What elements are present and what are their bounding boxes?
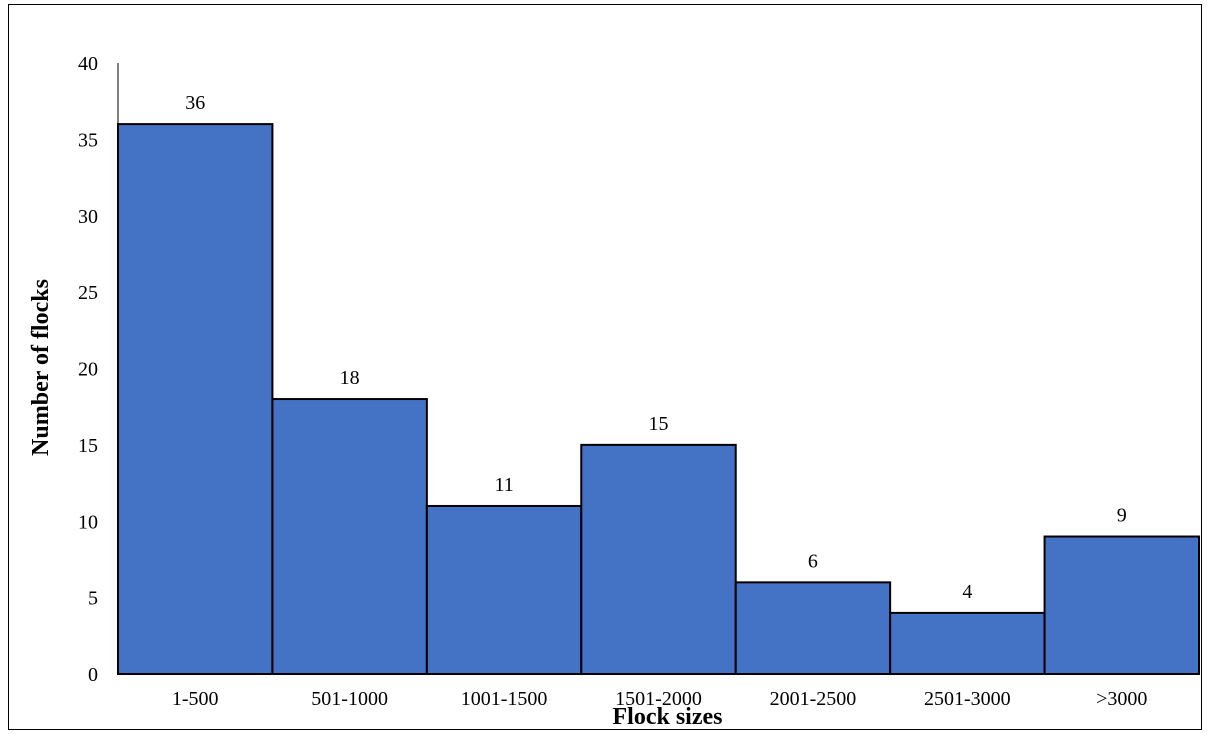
bar (580, 443, 737, 675)
x-tick-label: 2501-3000 (924, 688, 1011, 710)
y-tick-label: 20 (78, 359, 98, 381)
y-tick-label: 10 (78, 511, 98, 533)
x-tick-label: 1-500 (172, 688, 219, 710)
bar-value-label: 4 (962, 581, 972, 603)
bar-value-label: 36 (185, 92, 205, 114)
y-tick-label: 15 (78, 435, 98, 457)
bar-value-label: 9 (1117, 505, 1127, 527)
x-axis-title: Flock sizes (613, 704, 723, 730)
bar (889, 611, 1046, 676)
x-tick-label: 501-1000 (311, 688, 388, 710)
bars (117, 123, 1200, 676)
bar (734, 581, 892, 675)
bar-value-label: 15 (649, 413, 669, 435)
y-tick-label: 30 (78, 206, 98, 228)
x-tick-label: 1501-2000 (615, 688, 702, 710)
x-tick-label: 2001-2500 (770, 688, 857, 710)
y-tick-label: 40 (78, 53, 98, 75)
y-tick-label: 5 (88, 588, 98, 610)
chart-frame (8, 4, 1202, 730)
y-tick-label: 0 (88, 664, 98, 686)
y-tick-label: 35 (78, 129, 98, 151)
bar (1043, 535, 1200, 676)
x-tick-label: 1001-1500 (461, 688, 548, 710)
y-axis-title: Number of flocks (28, 279, 54, 456)
bar-value-label: 11 (494, 474, 513, 496)
bar-value-label: 18 (340, 367, 360, 389)
x-axis-ticks: 1-500 501-1000 1001-1500 1501-2000 2001-2500… (172, 688, 1148, 710)
bar (425, 504, 583, 675)
x-tick-label: >3000 (1096, 688, 1147, 710)
y-tick-label: 25 (78, 282, 98, 304)
bar (117, 123, 274, 676)
data-labels: 36 18 11 15 6 4 9 (185, 92, 1127, 603)
y-axis-ticks: 0 5 10 15 20 25 30 35 40 (78, 53, 98, 686)
bar-value-label: 6 (808, 550, 818, 572)
bar (271, 398, 428, 675)
